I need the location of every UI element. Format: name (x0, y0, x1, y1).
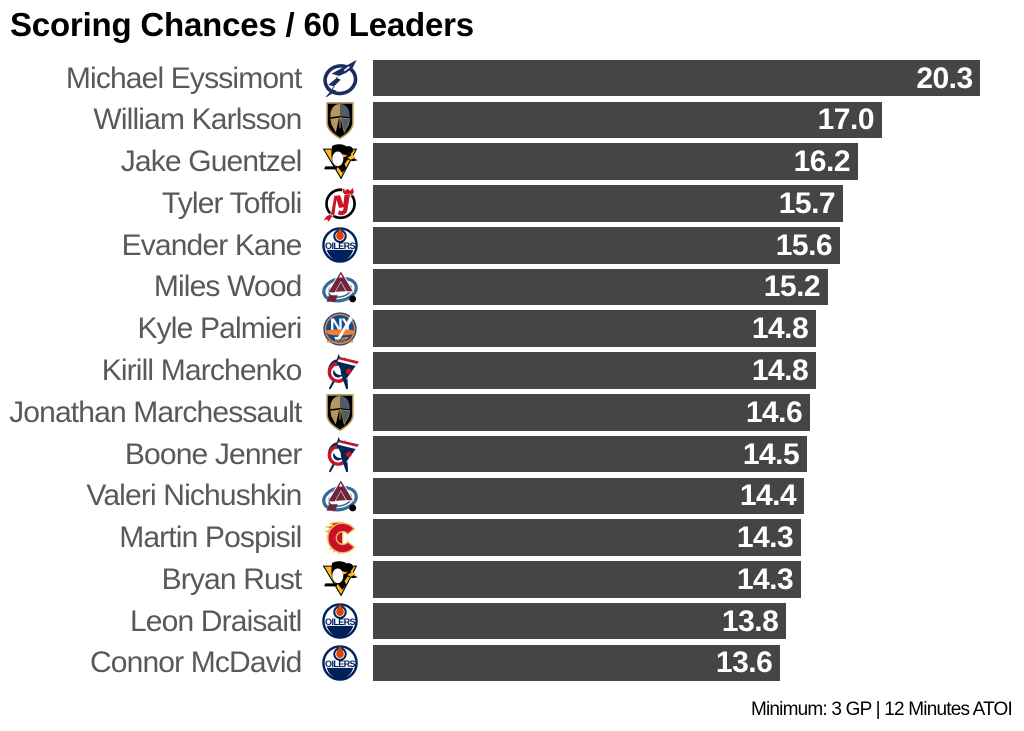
svg-text:OILERS: OILERS (325, 659, 356, 669)
svg-text:OILERS: OILERS (325, 617, 356, 627)
svg-text:ISLANDERS: ISLANDERS (327, 339, 354, 344)
svg-text:OILERS: OILERS (325, 241, 356, 251)
